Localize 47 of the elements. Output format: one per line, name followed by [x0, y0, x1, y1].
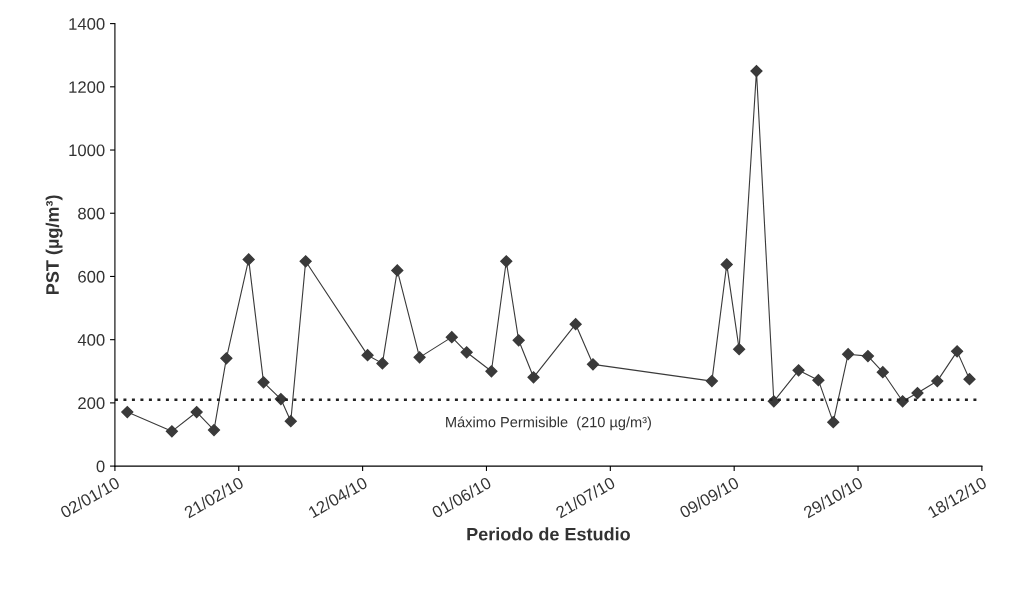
- y-tick-label: 400: [77, 334, 105, 346]
- point: [911, 386, 924, 400]
- point: [931, 374, 944, 388]
- y-tick-label: 600: [78, 270, 105, 283]
- y-tick-label: 1400: [69, 18, 105, 30]
- point: [896, 395, 909, 408]
- point: [220, 352, 233, 365]
- point: [842, 348, 855, 361]
- point: [527, 371, 540, 384]
- point: [361, 349, 374, 362]
- y-tick-label: 200: [78, 397, 105, 410]
- y-tick-label: 1200: [69, 81, 105, 94]
- point: [391, 264, 404, 277]
- point: [121, 405, 134, 419]
- point: [376, 357, 389, 370]
- point: [812, 374, 825, 387]
- y-tick-label: 800: [78, 207, 105, 220]
- point: [207, 423, 221, 437]
- point: [485, 365, 498, 378]
- point: [733, 343, 746, 356]
- point: [876, 366, 889, 379]
- point: [827, 416, 840, 429]
- ref-line-label: Máximo Permisible (210 µg/m³): [446, 416, 651, 431]
- y-axis-title: PST (µg/m³): [45, 195, 63, 294]
- point: [512, 334, 525, 347]
- point: [963, 373, 976, 386]
- point: [792, 364, 805, 377]
- point: [190, 405, 203, 419]
- point: [750, 64, 763, 78]
- y-tick-label: 0: [96, 460, 105, 473]
- point: [861, 350, 875, 363]
- y-tick-label: 1000: [69, 144, 105, 157]
- point: [413, 351, 426, 364]
- point: [586, 358, 600, 371]
- point: [445, 331, 458, 344]
- point: [257, 376, 270, 389]
- point: [299, 255, 312, 268]
- point: [500, 255, 513, 268]
- point: [165, 425, 178, 438]
- point: [720, 258, 733, 271]
- point: [569, 318, 582, 331]
- point: [284, 415, 297, 428]
- x-axis-title: Periodo de Estudio: [467, 527, 630, 541]
- point: [705, 374, 718, 388]
- point: [951, 345, 964, 358]
- point: [242, 253, 255, 266]
- point: [460, 346, 473, 359]
